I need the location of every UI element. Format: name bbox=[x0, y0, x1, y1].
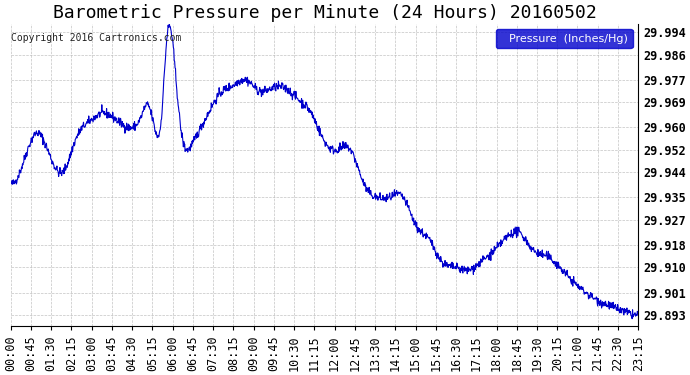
Legend: Pressure  (Inches/Hg): Pressure (Inches/Hg) bbox=[496, 29, 633, 48]
Text: Copyright 2016 Cartronics.com: Copyright 2016 Cartronics.com bbox=[11, 33, 181, 43]
Title: Barometric Pressure per Minute (24 Hours) 20160502: Barometric Pressure per Minute (24 Hours… bbox=[52, 4, 596, 22]
